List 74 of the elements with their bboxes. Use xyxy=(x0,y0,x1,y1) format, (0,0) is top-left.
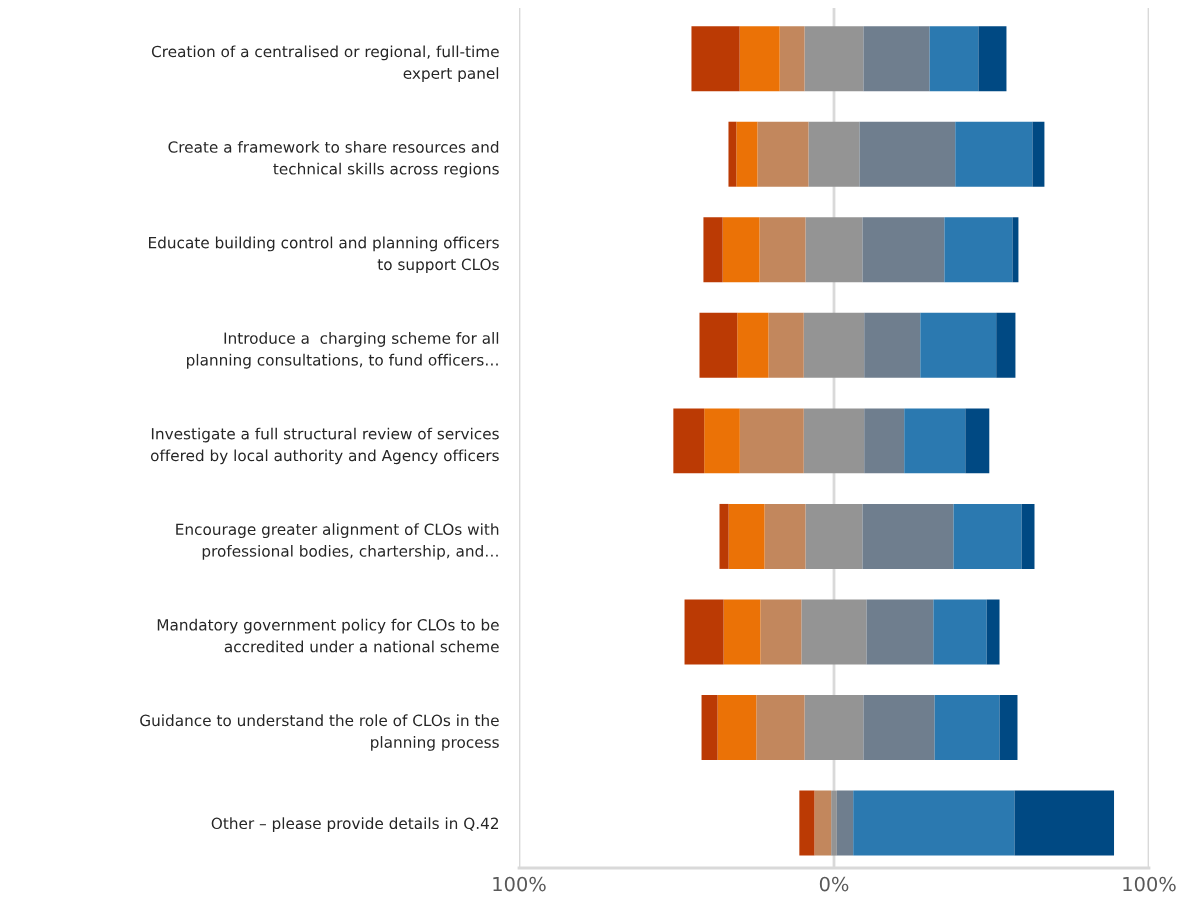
bar xyxy=(853,790,1015,856)
bar xyxy=(764,503,806,569)
bar xyxy=(920,312,997,378)
bar xyxy=(1032,121,1045,187)
bar xyxy=(805,217,863,283)
bar xyxy=(978,26,1007,92)
bar xyxy=(757,121,809,187)
bar xyxy=(684,599,724,665)
y-tick-label: Educate building control and planning officers to support CLOs xyxy=(149,236,499,274)
y-tick-label: Creation of a centralised or regional, full-time expert panel xyxy=(151,45,499,82)
y-tick-label: Create a framework to share resources and technical skills across regions xyxy=(168,141,499,178)
bar xyxy=(801,599,867,665)
bar xyxy=(723,599,761,665)
bar xyxy=(739,408,804,474)
bar xyxy=(760,599,802,665)
bar xyxy=(864,312,921,378)
x-tick-label: 100% xyxy=(493,876,546,892)
bar xyxy=(699,312,738,378)
bar xyxy=(759,217,806,283)
bar xyxy=(863,695,935,761)
bar xyxy=(955,121,1033,187)
y-tick-label: Other – please provide details in Q.42 xyxy=(211,817,499,833)
bar xyxy=(756,695,805,761)
bar xyxy=(836,790,854,856)
bar xyxy=(862,217,945,283)
bar xyxy=(803,312,865,378)
bar xyxy=(1014,790,1115,856)
bar xyxy=(814,790,832,856)
bar xyxy=(808,121,860,187)
bar xyxy=(673,408,705,474)
bar xyxy=(717,695,757,761)
bar xyxy=(904,408,966,474)
bar xyxy=(859,121,956,187)
bar xyxy=(986,599,1000,665)
bar xyxy=(719,503,729,569)
x-tick-label: 0% xyxy=(819,876,849,892)
bar xyxy=(799,790,815,856)
bar xyxy=(691,26,740,92)
y-tick-label: Encourage greater alignment of CLOs with professional bodies, chartership, and… xyxy=(176,523,499,560)
bar xyxy=(803,408,865,474)
bar xyxy=(728,503,765,569)
bar xyxy=(866,599,934,665)
bar xyxy=(768,312,804,378)
bar xyxy=(805,503,863,569)
bar xyxy=(703,217,723,283)
bar xyxy=(944,217,1013,283)
bar xyxy=(863,26,930,92)
y-tick-label: Guidance to understand the role of CLOs in the planning process xyxy=(140,714,499,751)
bar xyxy=(862,503,954,569)
bar xyxy=(1021,503,1035,569)
bar xyxy=(736,121,758,187)
bar xyxy=(996,312,1016,378)
bar xyxy=(739,26,780,92)
bar xyxy=(864,408,905,474)
bar xyxy=(779,26,805,92)
bar xyxy=(804,695,864,761)
bar xyxy=(999,695,1018,761)
bar xyxy=(965,408,990,474)
bar xyxy=(701,695,718,761)
bar xyxy=(704,408,740,474)
bar xyxy=(728,121,737,187)
bar xyxy=(831,790,837,856)
bar xyxy=(1012,217,1019,283)
bar xyxy=(804,26,864,92)
y-tick-label: Investigate a full structural review of services offered by local authority and Agency officers xyxy=(150,427,499,465)
y-tick-label: Mandatory government policy for CLOs to be accredited under a national scheme xyxy=(157,618,499,653)
bar xyxy=(934,695,1000,761)
y-tick-label: Introduce a charging scheme for all planning consultations, to fund officers… xyxy=(187,332,499,369)
bar xyxy=(933,599,987,665)
bar xyxy=(953,503,1022,569)
bar xyxy=(929,26,979,92)
x-tick-label: 100% xyxy=(1123,876,1176,892)
bar xyxy=(737,312,769,378)
bar xyxy=(722,217,760,283)
